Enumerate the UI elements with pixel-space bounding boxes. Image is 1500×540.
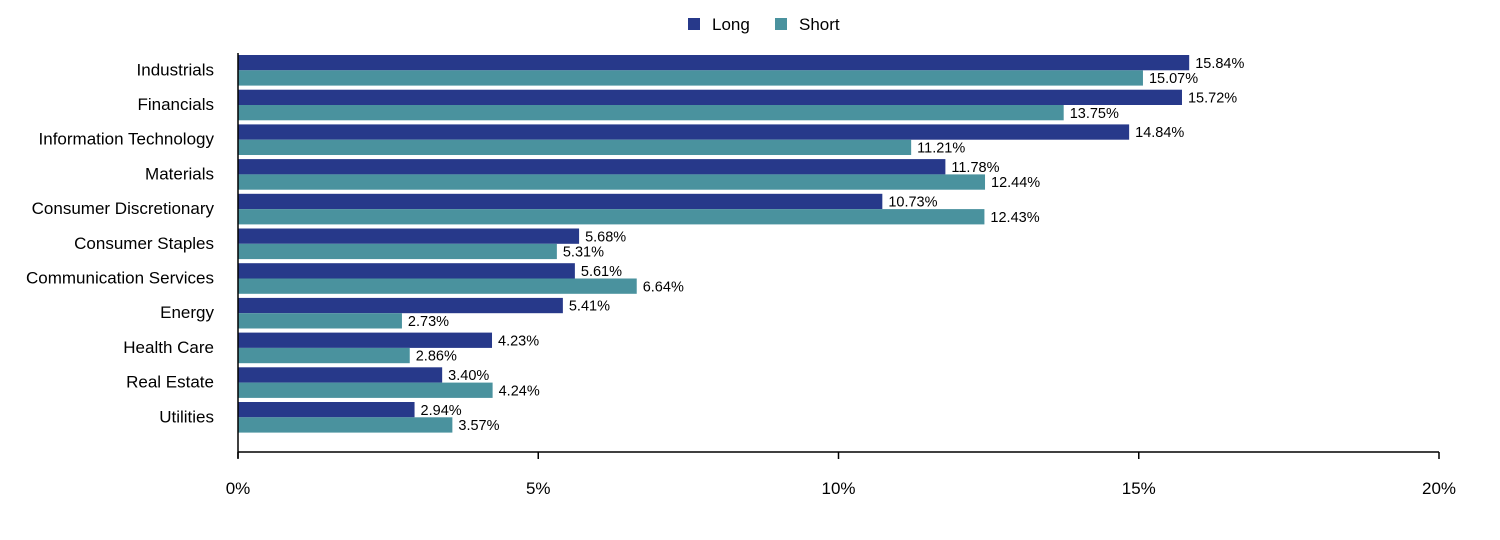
bar-long-consumer-discretionary <box>238 193 883 210</box>
bar-short-financials <box>238 105 1064 121</box>
category-label-financials: Financials <box>137 95 214 114</box>
category-label-real-estate: Real Estate <box>126 373 214 392</box>
data-label-short-consumer-staples: 5.31% <box>563 245 604 261</box>
data-label-long-information-technology: 14.84% <box>1135 125 1184 141</box>
bar-long-industrials <box>238 55 1190 71</box>
bar-group-health-care: Health Care 4.23% 2.86% <box>123 332 539 365</box>
bar-short-consumer-discretionary <box>238 209 985 225</box>
legend-label-short: Short <box>799 15 840 34</box>
legend-label-long: Long <box>712 15 750 34</box>
data-label-long-communication-services: 5.61% <box>581 264 622 280</box>
data-label-long-real-estate: 3.40% <box>448 368 489 384</box>
data-label-long-materials: 11.78% <box>951 160 999 176</box>
category-label-industrials: Industrials <box>137 60 214 79</box>
legend: Long Short <box>688 15 840 34</box>
bar-group-consumer-discretionary: Consumer Discretionary 10.73% 12.43% <box>32 193 1040 226</box>
legend-swatch-short <box>775 18 787 30</box>
bar-short-industrials <box>238 70 1143 86</box>
data-label-short-communication-services: 6.64% <box>643 279 684 295</box>
bar-short-energy <box>238 313 402 329</box>
bar-short-real-estate <box>238 382 493 398</box>
data-label-long-consumer-discretionary: 10.73% <box>888 195 937 211</box>
data-label-short-energy: 2.73% <box>408 314 449 330</box>
bar-long-utilities <box>238 402 415 418</box>
bars: Industrials 15.84%15.07% Financials 15.72% 1… <box>26 55 1244 434</box>
bar-long-information-technology <box>238 124 1130 140</box>
x-tick-label-5: 5% <box>526 479 551 498</box>
bar-long-materials <box>238 159 946 175</box>
bar-group-industrials: Industrials 15.84%15.07% <box>137 55 1244 87</box>
bar-group-consumer-staples: Consumer Staples 5.68%5.31% <box>74 228 626 261</box>
bar-group-information-technology: Information Technology 14.84% 11.21% <box>39 124 1184 157</box>
category-label-information-technology: Information Technology <box>39 130 215 149</box>
bar-short-communication-services <box>238 278 637 294</box>
x-tick-label-0: 0% <box>226 479 251 498</box>
bar-short-consumer-staples <box>238 243 557 260</box>
category-label-energy: Energy <box>160 303 214 322</box>
legend-swatch-long <box>688 18 700 30</box>
bar-group-materials: Materials 11.78%12.44% <box>145 159 1040 191</box>
category-label-health-care: Health Care <box>123 338 214 357</box>
bar-group-energy: Energy 5.41% 2.73% <box>160 297 610 330</box>
bar-short-information-technology <box>238 139 912 155</box>
x-tick-label-20: 20% <box>1422 479 1456 498</box>
data-label-short-materials: 12.44% <box>991 175 1040 191</box>
bar-short-health-care <box>238 347 410 364</box>
bar-group-communication-services: Communication Services 5.61% 6.64% <box>26 263 684 295</box>
bar-group-real-estate: Real Estate 3.40% 4.24% <box>126 367 540 399</box>
data-label-short-financials: 13.75% <box>1070 106 1119 122</box>
data-label-short-real-estate: 4.24% <box>499 383 540 399</box>
data-label-short-consumer-discretionary: 12.43% <box>990 210 1039 226</box>
bar-short-materials <box>238 174 986 190</box>
data-label-short-utilities: 3.57% <box>458 418 499 434</box>
bar-group-utilities: Utilities 2.94%3.57% <box>159 402 500 434</box>
data-label-short-information-technology: 11.21% <box>917 141 965 157</box>
data-label-short-industrials: 15.07% <box>1149 71 1198 87</box>
bar-short-utilities <box>238 417 453 433</box>
data-label-long-health-care: 4.23% <box>498 333 539 349</box>
bar-long-consumer-staples <box>238 228 580 244</box>
bar-group-financials: Financials 15.72% 13.75% <box>137 89 1237 122</box>
x-tick-label-15: 15% <box>1122 479 1156 498</box>
category-label-materials: Materials <box>145 164 214 183</box>
data-label-long-financials: 15.72% <box>1188 91 1237 107</box>
axes: 0% 5% 10% 15% 20% <box>226 53 1456 498</box>
category-label-consumer-staples: Consumer Staples <box>74 234 214 253</box>
data-label-long-consumer-staples: 5.68% <box>585 229 626 245</box>
data-label-long-industrials: 15.84% <box>1195 56 1244 72</box>
x-tick-label-10: 10% <box>821 479 855 498</box>
data-label-long-energy: 5.41% <box>569 299 610 315</box>
bar-long-energy <box>238 297 563 314</box>
category-label-communication-services: Communication Services <box>26 269 214 288</box>
category-label-utilities: Utilities <box>159 407 214 426</box>
data-label-long-utilities: 2.94% <box>421 403 462 419</box>
bar-long-health-care <box>238 332 493 348</box>
data-label-short-health-care: 2.86% <box>416 349 457 365</box>
bar-long-financials <box>238 89 1182 105</box>
bar-long-real-estate <box>238 367 443 383</box>
bar-long-communication-services <box>238 263 575 279</box>
category-label-consumer-discretionary: Consumer Discretionary <box>32 199 215 218</box>
